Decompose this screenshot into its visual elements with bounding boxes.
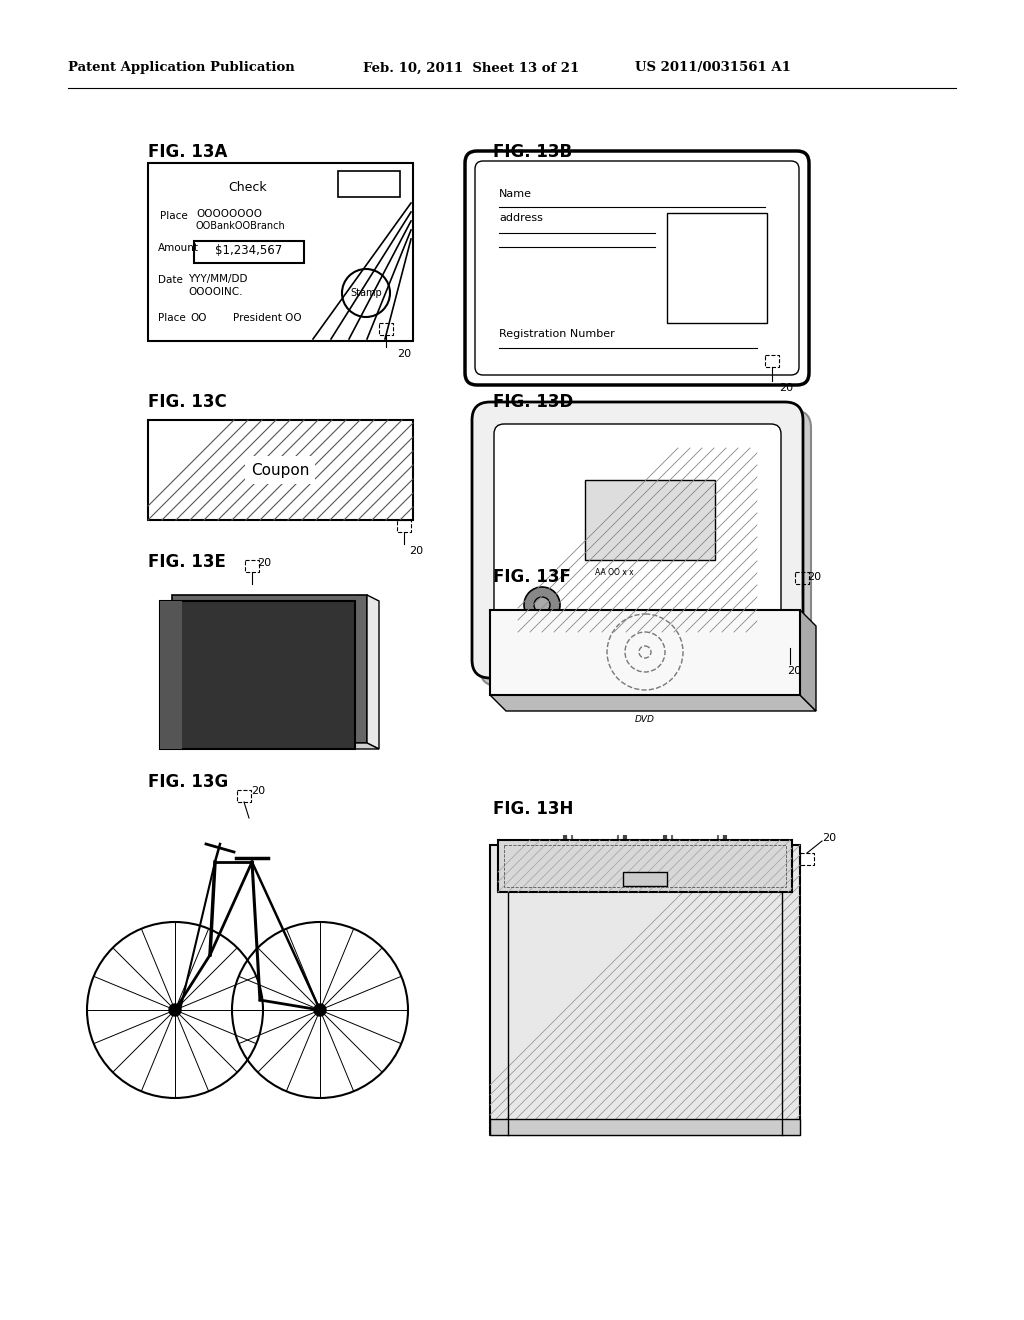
Text: 20: 20 [409,546,423,556]
Circle shape [534,597,550,612]
Text: FIG. 13A: FIG. 13A [148,143,227,161]
Text: Place: Place [158,313,185,323]
Polygon shape [160,601,182,748]
Text: AA OO x x: AA OO x x [595,568,634,577]
Text: Amount: Amount [158,243,199,253]
Text: OOBankOOBranch: OOBankOOBranch [196,220,286,231]
Text: 20: 20 [787,667,801,676]
Polygon shape [172,595,367,743]
Text: YYY/MM/DD: YYY/MM/DD [188,275,248,284]
Bar [148,162,413,341]
Text: FIG. 13C: FIG. 13C [148,393,226,411]
Bar [338,172,400,197]
Text: 20: 20 [807,572,821,582]
Bar [585,480,715,560]
Circle shape [524,587,560,623]
FancyBboxPatch shape [465,150,809,385]
FancyBboxPatch shape [475,161,799,375]
Text: 20: 20 [779,383,794,393]
Text: address: address [499,213,543,223]
Text: FIG. 13H: FIG. 13H [493,800,573,818]
Bar [490,610,800,696]
Bar [795,572,809,583]
Text: FIG. 13G: FIG. 13G [148,774,228,791]
Bar [194,242,304,263]
FancyBboxPatch shape [472,403,803,678]
FancyBboxPatch shape [494,424,781,656]
Text: Place: Place [160,211,187,220]
Bar [490,1119,800,1135]
Bar [623,873,667,886]
Bar [504,845,786,887]
Text: Name: Name [499,189,532,199]
Text: Feb. 10, 2011  Sheet 13 of 21: Feb. 10, 2011 Sheet 13 of 21 [362,62,580,74]
Polygon shape [367,595,379,748]
Text: Date: Date [158,275,183,285]
Text: President OO: President OO [233,313,302,323]
Text: 20: 20 [251,785,265,796]
Polygon shape [800,610,816,711]
Bar [783,636,797,648]
Text: Stamp: Stamp [350,288,382,298]
Bar [237,789,251,803]
Bar [498,840,792,892]
Bar [765,355,779,367]
Text: $1,234,567: $1,234,567 [215,243,283,256]
Bar [379,323,393,335]
Circle shape [169,1005,181,1016]
Text: Patent Application Publication: Patent Application Publication [68,62,295,74]
Text: Registration Number: Registration Number [499,329,614,339]
Text: 20: 20 [257,558,271,568]
Polygon shape [166,743,379,748]
Text: FIG. 13B: FIG. 13B [493,143,572,161]
Polygon shape [490,696,816,711]
Text: DVD: DVD [635,715,655,723]
FancyBboxPatch shape [480,411,811,686]
Bar [148,420,413,520]
Bar [800,853,814,865]
Bar [148,420,413,520]
Text: OOOOOOOO: OOOOOOOO [196,209,262,219]
Text: Check: Check [228,181,267,194]
Text: OOOOlNC.: OOOOlNC. [188,286,243,297]
Text: OO: OO [190,313,207,323]
Circle shape [342,269,390,317]
Bar [245,560,259,572]
Text: FIG. 13D: FIG. 13D [493,393,573,411]
Text: FIG. 13F: FIG. 13F [493,568,570,586]
Circle shape [314,1005,326,1016]
Text: 20: 20 [397,348,411,359]
Bar [397,520,411,532]
Text: 20: 20 [822,833,837,843]
Text: FIG. 13E: FIG. 13E [148,553,226,572]
Text: Coupon: Coupon [251,462,309,478]
Bar [490,845,800,1135]
Polygon shape [160,601,355,748]
Text: US 2011/0031561 A1: US 2011/0031561 A1 [635,62,791,74]
Bar [667,213,767,323]
